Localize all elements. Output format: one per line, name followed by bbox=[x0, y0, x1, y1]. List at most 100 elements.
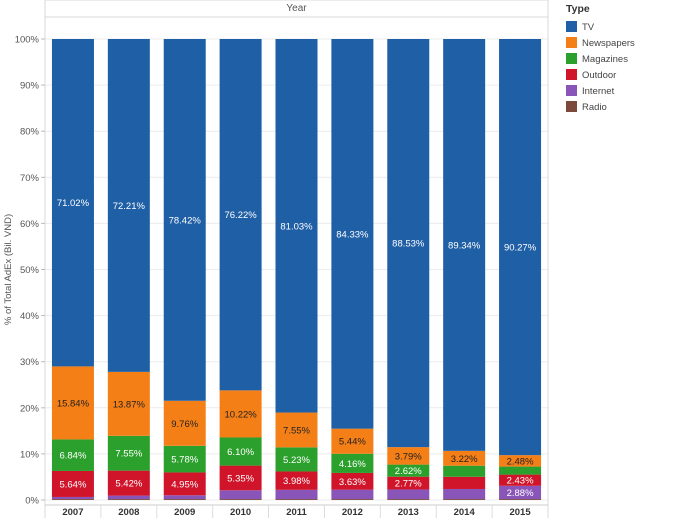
data-label-newspapers-2014: 3.22% bbox=[451, 454, 478, 465]
bar-radio-2013 bbox=[387, 499, 430, 500]
data-label-outdoor-2015: 2.43% bbox=[507, 476, 534, 487]
bar-radio-2011 bbox=[275, 499, 318, 500]
column-header: Year bbox=[286, 3, 307, 14]
y-tick-label: 80% bbox=[20, 127, 40, 138]
data-label-tv-2009: 78.42% bbox=[169, 215, 202, 226]
data-label-tv-2008: 72.21% bbox=[113, 201, 146, 212]
data-label-newspapers-2008: 13.87% bbox=[113, 399, 146, 410]
y-tick-label: 0% bbox=[25, 496, 39, 507]
data-label-newspapers-2009: 9.76% bbox=[171, 419, 198, 430]
bar-newspapers-2011 bbox=[275, 412, 318, 448]
y-tick-label: 20% bbox=[20, 403, 40, 414]
bar-newspapers-2015 bbox=[499, 455, 542, 467]
legend-label-newspapers: Newspapers bbox=[582, 38, 635, 49]
data-label-tv-2014: 89.34% bbox=[448, 240, 481, 251]
data-label-tv-2010: 76.22% bbox=[224, 210, 257, 221]
y-tick-label: 10% bbox=[20, 449, 40, 460]
data-labels: 5.64% 6.84% 15.84% 71.02% 5.42% 7.55% 13.87% 72… bbox=[57, 198, 537, 499]
bar-outdoor-2015 bbox=[499, 474, 542, 486]
bar-magazines-2011 bbox=[275, 447, 318, 472]
data-label-magazines-2009: 5.78% bbox=[171, 455, 198, 466]
data-label-outdoor-2013: 2.77% bbox=[395, 479, 422, 490]
bar-tv-2007 bbox=[51, 39, 94, 367]
data-label-outdoor-2007: 5.64% bbox=[59, 479, 86, 490]
bar-radio-2007 bbox=[51, 499, 94, 500]
legend-label-internet: Internet bbox=[582, 86, 615, 97]
bar-radio-2010 bbox=[219, 499, 262, 500]
legend-swatch-internet bbox=[566, 85, 577, 96]
x-tick-label-2014: 2014 bbox=[454, 507, 476, 518]
data-label-tv-2007: 71.02% bbox=[57, 198, 90, 209]
data-label-newspapers-2015: 2.48% bbox=[507, 456, 534, 467]
data-label-newspapers-2011: 7.55% bbox=[283, 425, 310, 436]
data-label-magazines-2010: 6.10% bbox=[227, 447, 254, 458]
bar-newspapers-2007 bbox=[51, 366, 94, 440]
y-tick-label: 70% bbox=[20, 173, 40, 184]
y-tick-label: 90% bbox=[20, 81, 40, 92]
data-label-internet-2015: 2.88% bbox=[507, 488, 534, 499]
x-tick-label-2009: 2009 bbox=[174, 507, 195, 518]
bar-internet-2010 bbox=[219, 490, 262, 500]
y-tick-label: 100% bbox=[15, 35, 40, 46]
data-label-magazines-2008: 7.55% bbox=[115, 449, 142, 460]
x-tick-label-2008: 2008 bbox=[118, 507, 139, 518]
bar-internet-2009 bbox=[163, 495, 206, 500]
legend-label-outdoor: Outdoor bbox=[582, 70, 616, 81]
bar-internet-2007 bbox=[51, 496, 94, 500]
bar-outdoor-2009 bbox=[163, 472, 206, 496]
legend-title: Type bbox=[566, 3, 590, 15]
legend-label-radio: Radio bbox=[582, 102, 607, 113]
bar-internet-2008 bbox=[107, 495, 150, 500]
bar-newspapers-2012 bbox=[331, 428, 374, 454]
x-tick-label-2012: 2012 bbox=[342, 507, 363, 518]
legend: Type TV Newspapers Magazines Outdoor Internet… bbox=[566, 3, 635, 113]
data-label-magazines-2011: 5.23% bbox=[283, 455, 310, 466]
bar-magazines-2010 bbox=[219, 437, 262, 466]
bar-newspapers-2008 bbox=[107, 371, 150, 436]
bar-internet-2015 bbox=[499, 485, 542, 500]
bar-newspapers-2010 bbox=[219, 390, 262, 438]
bar-radio-2015 bbox=[499, 499, 542, 500]
bar-magazines-2009 bbox=[163, 445, 206, 473]
legend-swatch-magazines bbox=[566, 53, 577, 64]
y-tick-label: 30% bbox=[20, 357, 40, 368]
data-label-magazines-2007: 6.84% bbox=[59, 451, 86, 462]
bar-magazines-2013 bbox=[387, 464, 430, 477]
bar-tv-2010 bbox=[219, 39, 262, 391]
data-label-newspapers-2012: 5.44% bbox=[339, 437, 366, 448]
bar-internet-2014 bbox=[443, 488, 486, 500]
legend-swatch-outdoor bbox=[566, 69, 577, 80]
bar-outdoor-2012 bbox=[331, 472, 374, 490]
bar-tv-2014 bbox=[443, 39, 486, 451]
bar-internet-2011 bbox=[275, 489, 318, 500]
bar-magazines-2015 bbox=[499, 466, 542, 475]
bar-magazines-2008 bbox=[107, 435, 150, 471]
bar-outdoor-2008 bbox=[107, 470, 150, 496]
data-label-tv-2012: 84.33% bbox=[336, 229, 369, 240]
axes: Year 0% 10% 20% 30% 40% 50% 60% 70% 80% 90% 100% % o… bbox=[3, 0, 549, 518]
bar-outdoor-2013 bbox=[387, 476, 430, 490]
bar-outdoor-2011 bbox=[275, 471, 318, 490]
bars bbox=[51, 39, 542, 500]
x-tick-label-2013: 2013 bbox=[398, 507, 419, 518]
legend-swatch-tv bbox=[566, 21, 577, 32]
data-label-tv-2013: 88.53% bbox=[392, 239, 425, 250]
data-label-newspapers-2007: 15.84% bbox=[57, 398, 90, 409]
y-tick-label: 60% bbox=[20, 219, 40, 230]
data-label-outdoor-2010: 5.35% bbox=[227, 473, 254, 484]
bar-tv-2008 bbox=[107, 39, 150, 372]
data-label-tv-2011: 81.03% bbox=[280, 221, 313, 232]
bar-newspapers-2013 bbox=[387, 447, 430, 465]
bar-internet-2012 bbox=[331, 489, 374, 500]
data-label-outdoor-2012: 3.63% bbox=[339, 477, 366, 488]
bar-radio-2009 bbox=[163, 499, 206, 500]
y-tick-label: 50% bbox=[20, 265, 40, 276]
bar-tv-2009 bbox=[163, 39, 206, 401]
y-axis-label: % of Total AdEx (Bil. VND) bbox=[3, 214, 14, 325]
legend-swatch-radio bbox=[566, 101, 577, 112]
y-tick-label: 40% bbox=[20, 311, 40, 322]
x-tick-label-2015: 2015 bbox=[509, 507, 531, 518]
bar-magazines-2012 bbox=[331, 453, 374, 473]
data-label-newspapers-2010: 10.22% bbox=[224, 409, 257, 420]
